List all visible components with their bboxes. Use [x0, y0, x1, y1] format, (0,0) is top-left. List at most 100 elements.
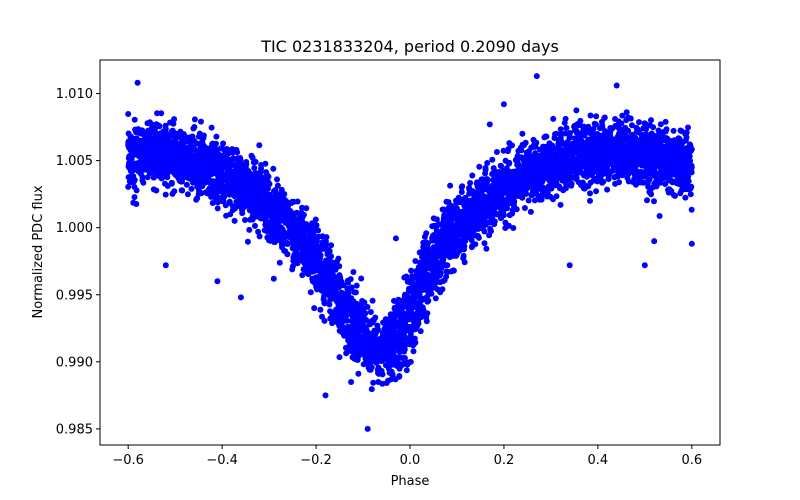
data-point — [347, 346, 354, 353]
data-point — [362, 352, 368, 359]
data-point — [440, 206, 447, 213]
data-point — [168, 179, 175, 186]
data-point — [396, 373, 403, 379]
data-point — [285, 222, 292, 229]
data-point — [168, 168, 175, 175]
data-point — [177, 148, 184, 155]
data-point — [182, 162, 189, 168]
data-point — [211, 178, 218, 185]
data-point — [687, 141, 693, 148]
data-point — [424, 271, 431, 278]
data-point — [508, 187, 515, 194]
data-point — [550, 196, 556, 203]
data-point — [359, 298, 366, 305]
data-point — [401, 348, 408, 355]
data-point — [305, 225, 312, 232]
data-point — [348, 379, 355, 385]
data-point — [520, 142, 527, 149]
data-point — [587, 179, 594, 186]
data-point — [303, 221, 310, 228]
data-point — [219, 172, 226, 179]
data-point — [453, 251, 460, 258]
data-point — [432, 295, 439, 302]
data-point — [580, 151, 587, 158]
data-point — [153, 187, 160, 194]
data-point — [644, 179, 651, 186]
data-point — [465, 225, 472, 232]
data-point — [505, 146, 512, 152]
data-point — [628, 137, 635, 144]
data-point — [682, 163, 689, 170]
data-point — [578, 146, 585, 153]
data-point — [487, 211, 494, 218]
data-point — [281, 247, 288, 254]
data-point — [619, 112, 626, 119]
data-point — [211, 168, 218, 175]
data-point — [568, 180, 575, 187]
data-point — [221, 184, 228, 191]
data-point — [486, 232, 493, 239]
data-point — [409, 284, 415, 291]
data-point — [203, 154, 210, 161]
data-point — [399, 313, 405, 320]
data-point — [648, 133, 655, 140]
data-point — [155, 122, 162, 129]
data-point — [357, 327, 364, 334]
data-point — [581, 182, 588, 189]
data-point — [188, 185, 195, 192]
data-point — [561, 173, 568, 180]
data-point — [482, 167, 489, 173]
data-point — [270, 165, 277, 172]
data-point — [131, 194, 138, 201]
data-point — [158, 149, 165, 156]
data-point — [158, 165, 165, 172]
data-point — [687, 157, 694, 164]
data-point — [420, 239, 427, 246]
data-point — [289, 218, 296, 225]
data-point — [475, 234, 482, 241]
data-point — [486, 219, 493, 226]
data-point — [179, 187, 186, 194]
data-point — [682, 130, 689, 137]
data-point — [666, 186, 673, 193]
data-point — [316, 258, 323, 265]
data-point — [403, 367, 410, 374]
data-point — [237, 173, 243, 180]
data-point — [355, 304, 362, 311]
data-point — [230, 186, 237, 193]
data-point — [561, 158, 568, 165]
data-point — [387, 322, 394, 328]
data-point — [680, 182, 686, 189]
data-point — [662, 118, 669, 125]
data-point — [429, 223, 436, 230]
data-point — [481, 240, 488, 247]
data-point — [276, 259, 283, 266]
data-point — [659, 146, 666, 153]
data-point — [125, 174, 132, 181]
data-point — [677, 127, 684, 134]
data-points — [125, 73, 695, 432]
data-point — [351, 289, 358, 296]
data-point — [627, 115, 634, 122]
data-point — [430, 215, 437, 222]
data-point — [625, 164, 632, 171]
data-point — [311, 305, 318, 312]
data-point — [579, 141, 586, 148]
data-point — [197, 142, 204, 149]
data-point — [328, 242, 335, 249]
data-point — [305, 271, 312, 278]
data-point — [511, 203, 517, 210]
data-point — [555, 173, 562, 180]
data-point — [489, 190, 496, 196]
data-point — [162, 191, 169, 198]
data-point — [569, 140, 576, 147]
data-point — [300, 266, 307, 273]
data-point — [326, 301, 333, 308]
data-point — [429, 251, 436, 258]
data-point — [544, 193, 550, 200]
data-point — [557, 201, 564, 208]
data-point — [440, 225, 447, 232]
data-point — [251, 165, 258, 171]
data-point — [638, 144, 645, 151]
data-point — [543, 133, 550, 140]
